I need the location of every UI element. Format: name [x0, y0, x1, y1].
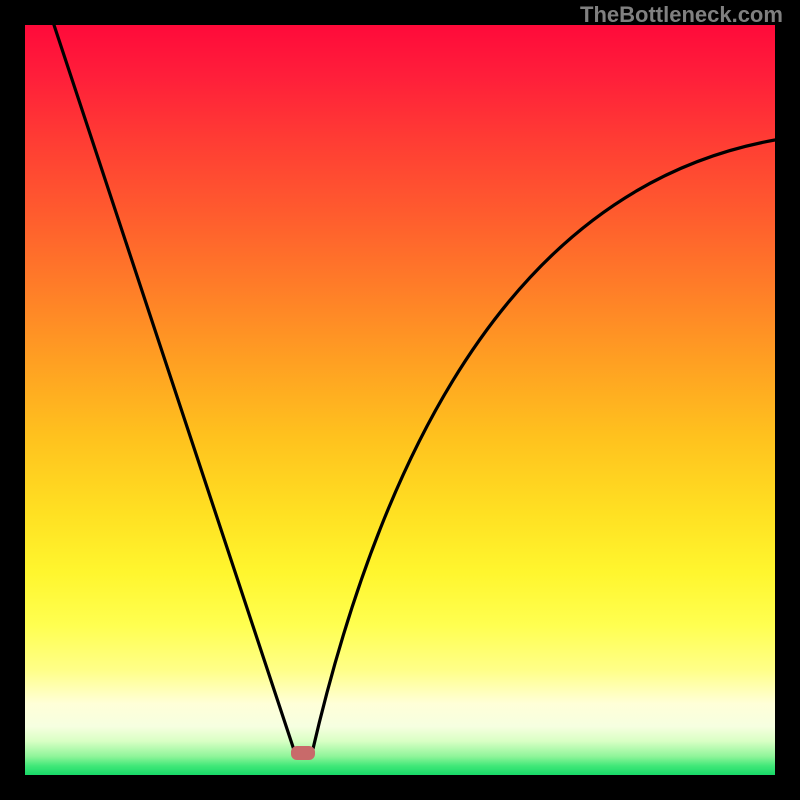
vertex-marker [291, 746, 315, 760]
chart-svg [0, 0, 800, 800]
watermark-text: TheBottleneck.com [580, 2, 783, 28]
chart-background [25, 25, 775, 775]
